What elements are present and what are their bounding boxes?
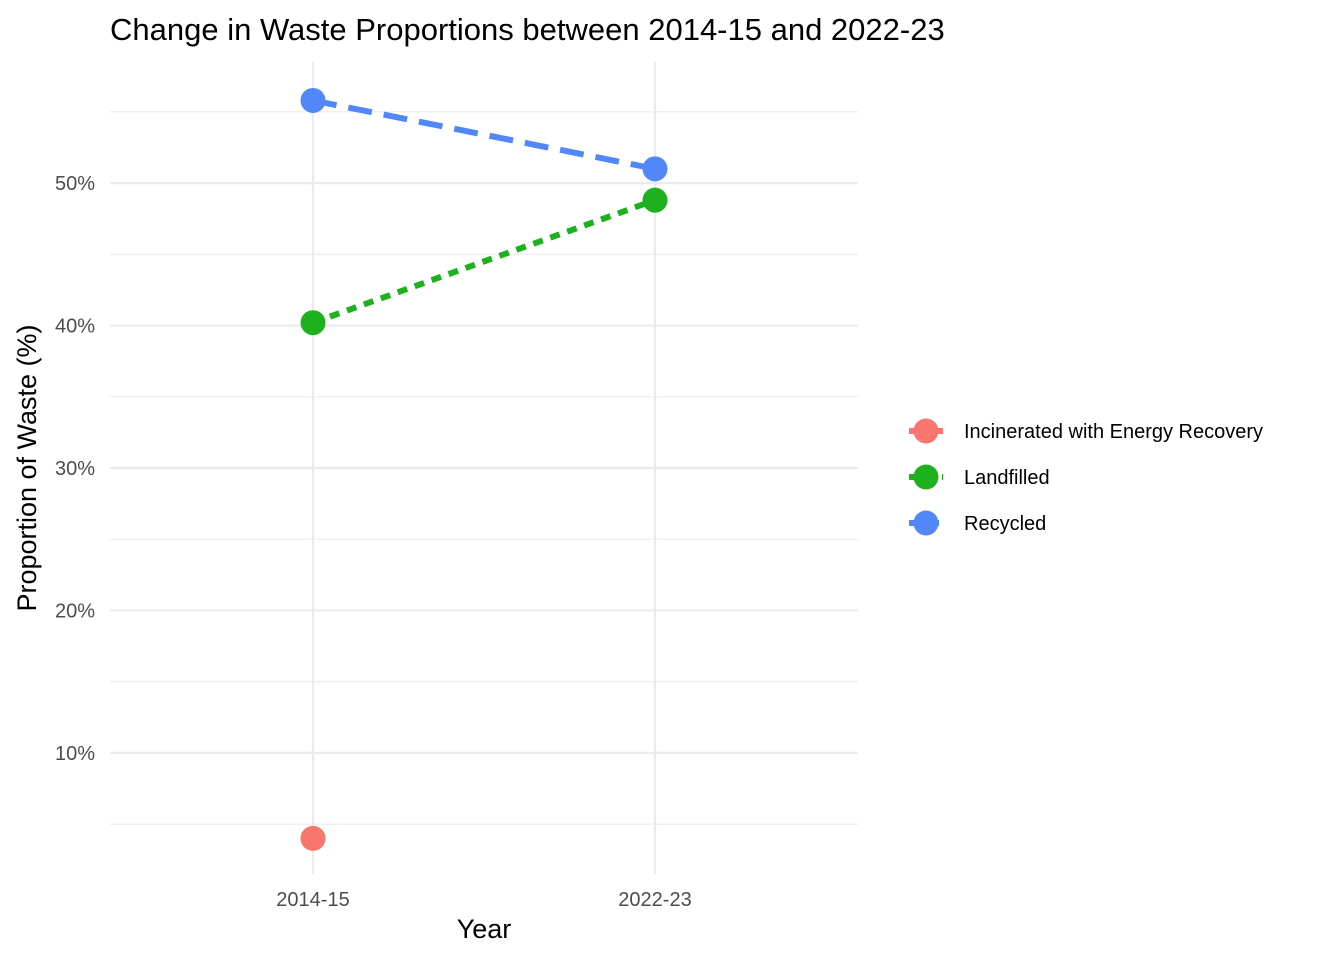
legend-key-point	[913, 510, 939, 536]
legend-key-point	[913, 464, 939, 490]
legend-key-point	[913, 418, 939, 444]
legend-label: Landfilled	[964, 467, 1050, 489]
x-tick-label: 2022-23	[618, 889, 691, 911]
y-tick-label: 40%	[55, 316, 95, 338]
y-axis-title: Proportion of Waste (%)	[12, 324, 42, 611]
legend: Incinerated with Energy Recovery Landfill…	[909, 418, 1263, 536]
legend-label: Incinerated with Energy Recovery	[964, 421, 1263, 443]
data-point	[300, 310, 326, 336]
grid	[110, 62, 858, 874]
series-lines	[311, 97, 657, 326]
series-line	[311, 197, 657, 326]
y-tick-label: 30%	[55, 458, 95, 480]
legend-label: Recycled	[964, 513, 1046, 535]
y-tick-label: 20%	[55, 600, 95, 622]
series-line	[312, 97, 656, 172]
data-point	[642, 156, 668, 182]
series-points	[300, 87, 668, 851]
chart-title: Change in Waste Proportions between 2014…	[110, 12, 945, 47]
x-tick-label: 2014-15	[276, 889, 349, 911]
x-axis-ticks: 2014-15 2022-23	[276, 889, 691, 911]
y-tick-label: 10%	[55, 743, 95, 765]
data-point	[642, 187, 668, 213]
x-axis-title: Year	[457, 914, 512, 944]
y-tick-label: 50%	[55, 173, 95, 195]
data-point	[300, 825, 326, 851]
y-axis-ticks: 10% 20% 30% 40% 50%	[55, 173, 95, 765]
data-point	[300, 87, 326, 113]
